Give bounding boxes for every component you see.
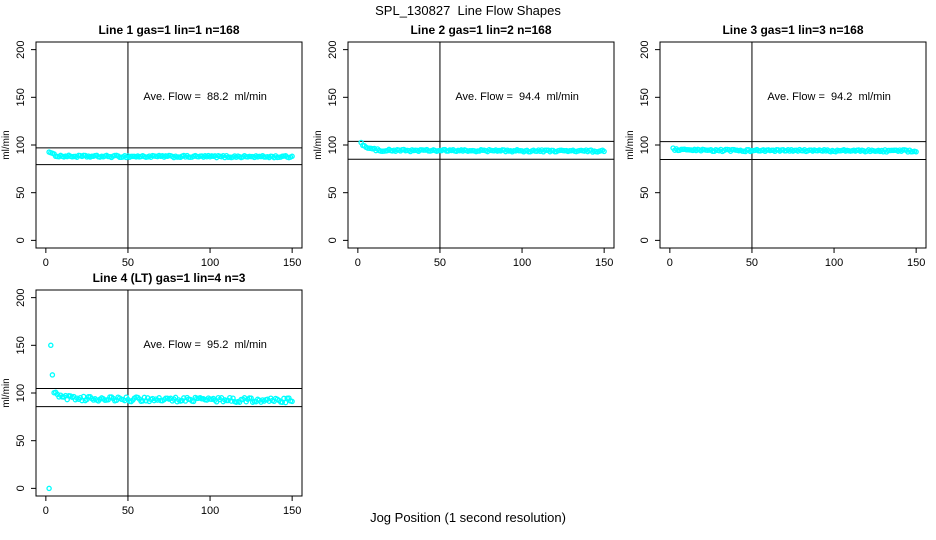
x-tick-label: 0 [355, 257, 361, 269]
panel-line-3: 0 50 100 150 0 50 100 150 200 ml/min Line 3 gas=1 … [624, 22, 936, 272]
x-tick-label: 50 [122, 257, 134, 269]
panel-line-1-plot: 0 50 100 150 0 50 100 150 200 ml/min Line 1 gas=1 … [1, 23, 303, 269]
y-axis-title: ml/min [625, 130, 636, 159]
plot-box [659, 41, 927, 249]
x-tick-label: 150 [283, 505, 301, 517]
y-tick-label: 0 [15, 237, 27, 243]
y-tick-label: 200 [15, 40, 27, 58]
avg-flow-annotation: Ave. Flow = 95.2 ml/min [143, 339, 267, 351]
panel-line-4: 0 50 100 150 0 50 100 150 200 ml/min Line 4 (LT) g… [0, 270, 312, 520]
data-point [49, 372, 56, 378]
x-tick-label: 50 [122, 505, 134, 517]
y-tick-label: 200 [639, 40, 651, 58]
y-tick-label: 50 [639, 187, 651, 199]
panel-title: Line 2 gas=1 lin=2 n=168 [410, 23, 551, 37]
x-tick-label: 100 [201, 505, 219, 517]
x-tick-label: 150 [283, 257, 301, 269]
plot-box [35, 41, 303, 249]
y-tick-label: 100 [327, 136, 339, 154]
y-tick-label: 0 [15, 485, 27, 491]
y-tick-label: 0 [639, 237, 651, 243]
x-tick-label: 100 [201, 257, 219, 269]
x-tick-label: 0 [667, 257, 673, 269]
avg-flow-annotation: Ave. Flow = 94.4 ml/min [455, 91, 579, 103]
data-point [913, 149, 919, 155]
panel-line-3-plot: 0 50 100 150 0 50 100 150 200 ml/min Line 3 gas=1 … [625, 23, 927, 269]
y-tick-label: 100 [639, 136, 651, 154]
data-point [46, 485, 52, 492]
y-tick-label: 100 [15, 384, 27, 402]
avg-flow-annotation: Ave. Flow = 94.2 ml/min [767, 91, 891, 103]
plot-box [347, 41, 615, 249]
y-tick-label: 150 [327, 88, 339, 106]
panel-line-2: 0 50 100 150 0 50 100 150 200 ml/min Line 2 gas=1 … [312, 22, 624, 272]
y-tick-label: 150 [15, 336, 27, 354]
avg-flow-annotation: Ave. Flow = 88.2 ml/min [143, 91, 267, 103]
y-tick-label: 50 [327, 187, 339, 199]
x-tick-label: 100 [513, 257, 531, 269]
y-axis-title: ml/min [313, 130, 324, 159]
y-tick-label: 200 [15, 288, 27, 306]
data-point [48, 342, 54, 349]
y-tick-label: 50 [15, 435, 27, 447]
y-tick-label: 50 [15, 187, 27, 199]
x-tick-label: 150 [595, 257, 613, 269]
x-tick-label: 0 [43, 505, 49, 517]
x-axis-label: Jog Position (1 second resolution) [370, 510, 566, 525]
y-axis-title: ml/min [1, 378, 12, 407]
y-tick-label: 150 [639, 88, 651, 106]
data-point [289, 398, 295, 405]
panel-title: Line 4 (LT) gas=1 lin=4 n=3 [93, 271, 246, 285]
x-tick-label: 0 [43, 257, 49, 269]
y-tick-label: 200 [327, 40, 339, 58]
panel-line-1: 0 50 100 150 0 50 100 150 200 ml/min Line 1 gas=1 … [0, 22, 312, 272]
panel-title: Line 1 gas=1 lin=1 n=168 [98, 23, 239, 37]
y-tick-label: 0 [327, 237, 339, 243]
y-axis-title: ml/min [1, 130, 12, 159]
x-tick-label: 150 [907, 257, 925, 269]
panel-line-4-plot: 0 50 100 150 0 50 100 150 200 ml/min Line 4 (LT) g… [1, 271, 303, 517]
y-tick-label: 100 [15, 136, 27, 154]
figure-title: SPL_130827 Line Flow Shapes [375, 3, 561, 18]
x-tick-label: 50 [434, 257, 446, 269]
data-point [601, 148, 607, 155]
panel-title: Line 3 gas=1 lin=3 n=168 [722, 23, 863, 37]
x-tick-label: 50 [746, 257, 758, 269]
y-tick-label: 150 [15, 88, 27, 106]
data-point [289, 153, 295, 160]
plot-box [35, 289, 303, 497]
data-point [282, 399, 289, 406]
x-tick-label: 100 [825, 257, 843, 269]
panel-line-2-plot: 0 50 100 150 0 50 100 150 200 ml/min Line 2 gas=1 … [313, 23, 615, 269]
